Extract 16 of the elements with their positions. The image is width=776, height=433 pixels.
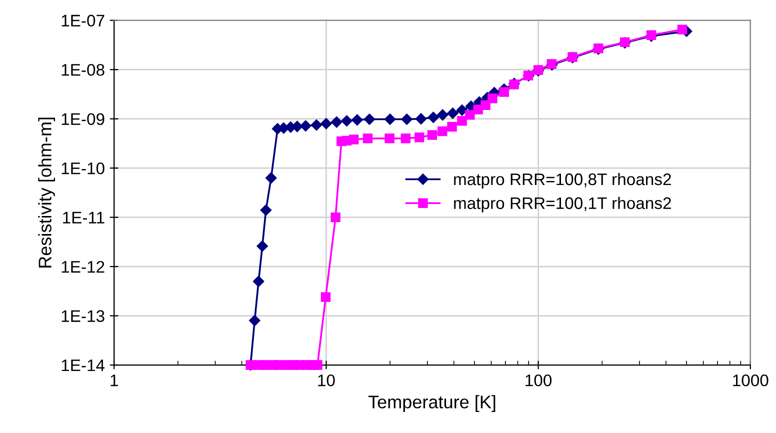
x-tick-label: 10 <box>318 374 335 386</box>
x-tick-label: 100 <box>526 374 552 386</box>
y-tick-label: 1E-07 <box>62 14 104 27</box>
y-tick-label: 1E-08 <box>62 64 104 76</box>
y-tick-label: 1E-11 <box>63 212 104 224</box>
y-tick-label: 1E-09 <box>62 113 104 126</box>
y-tick-label: 1E-12 <box>62 260 104 273</box>
y-tick-label: 1E-13 <box>62 310 104 322</box>
y-axis-title: Resistivity [ohm-m] <box>38 118 56 268</box>
legend-label: matpro RRR=100,1T rhoans2 <box>454 196 671 212</box>
x-tick-label: 1000 <box>733 374 768 386</box>
y-tick-label: 1E-14 <box>62 360 105 372</box>
x-tick-label: 1 <box>110 374 118 386</box>
legend-label: matpro RRR=100,8T rhoans2 <box>454 172 671 189</box>
x-axis-title: Temperature [K] <box>368 395 496 412</box>
y-tick-label: 1E-10 <box>62 162 104 174</box>
